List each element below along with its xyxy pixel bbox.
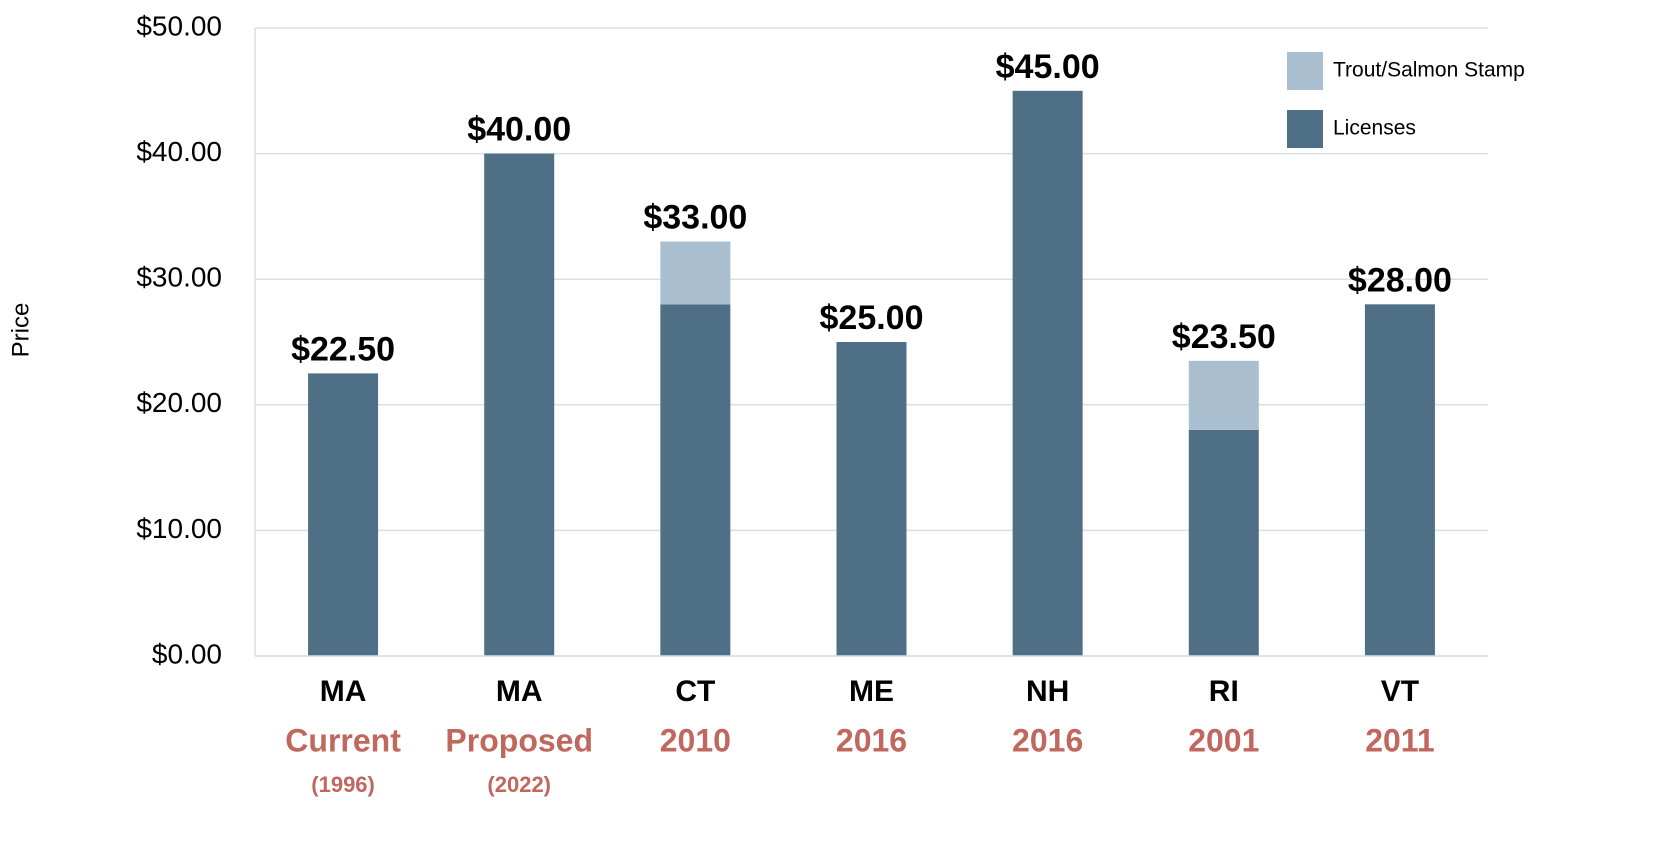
x-tick-label: CT	[675, 675, 715, 708]
x-tick-label: Proposed	[445, 722, 593, 758]
total-label: $25.00	[820, 299, 924, 337]
x-tick-label: Current	[285, 722, 401, 758]
x-tick-label: 2016	[1012, 722, 1083, 758]
bar-segment	[836, 342, 907, 656]
y-tick-label: $30.00	[136, 262, 222, 293]
total-label: $33.00	[643, 199, 747, 237]
y-tick-label: $20.00	[136, 387, 222, 418]
x-tick-label: 2016	[836, 722, 907, 758]
bar-segment	[660, 304, 731, 656]
legend-label: Trout/Salmon Stamp	[1333, 59, 1525, 82]
x-tick-label: ME	[849, 675, 894, 708]
legend-swatch	[1287, 52, 1323, 90]
bar-segment	[484, 153, 555, 656]
y-tick-label: $50.00	[136, 10, 222, 41]
y-tick-label: $40.00	[136, 136, 222, 167]
x-tick-label: NH	[1026, 675, 1069, 708]
x-tick-label: MA	[320, 675, 367, 708]
total-label: $45.00	[996, 48, 1100, 86]
bar-segment	[660, 241, 731, 305]
y-axis-label: Price	[7, 303, 34, 358]
x-tick-label: MA	[496, 675, 543, 708]
bar-segment	[1364, 304, 1435, 656]
x-tick-label: VT	[1381, 675, 1419, 708]
x-tick-label: (1996)	[311, 772, 375, 797]
y-tick-label: $0.00	[152, 638, 222, 669]
bar-segment	[308, 373, 379, 656]
legend-swatch	[1287, 110, 1323, 148]
legend-label: Licenses	[1333, 117, 1416, 140]
total-label: $28.00	[1348, 261, 1452, 299]
bar-segment	[1012, 90, 1083, 657]
x-tick-label: RI	[1209, 675, 1239, 708]
total-label: $23.50	[1172, 318, 1276, 356]
x-tick-label: (2022)	[487, 772, 551, 797]
bar-segment	[1188, 429, 1259, 656]
x-tick-label: 2011	[1365, 722, 1434, 758]
total-label: $22.50	[291, 330, 395, 368]
y-tick-label: $10.00	[136, 513, 222, 544]
total-label: $40.00	[467, 111, 571, 149]
bar-segment	[1188, 360, 1259, 430]
x-tick-label: 2001	[1188, 722, 1259, 758]
x-tick-label: 2010	[660, 722, 731, 758]
